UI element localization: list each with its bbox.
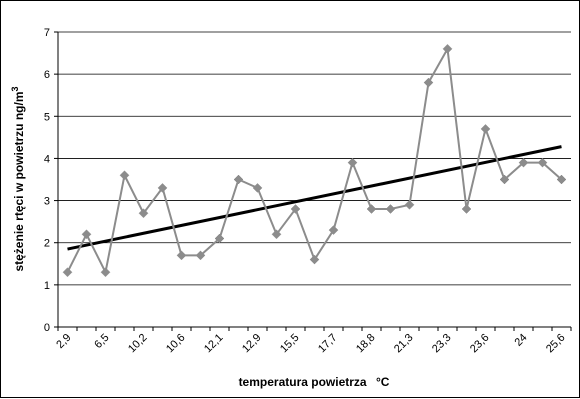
x-axis-label: temperatura powietrza (239, 375, 367, 389)
axis-layer (54, 31, 572, 331)
data-point-marker (138, 208, 149, 219)
data-point-marker (290, 204, 301, 214)
x-tick-label: 23,6 (468, 332, 492, 356)
y-tick-label: 7 (44, 27, 50, 39)
x-tick-label: 15,5 (278, 332, 302, 356)
x-axis-unit: °C (376, 375, 390, 389)
data-point-marker (404, 199, 415, 210)
x-tick-label: 12,9 (240, 332, 264, 356)
trendline (67, 145, 562, 251)
data-point-marker (366, 204, 377, 214)
data-point-marker (214, 233, 225, 244)
data-point-marker (62, 267, 73, 278)
x-tick-labels: 2,9 6,5 10,2 10,6 12,1 12,9 15,5 17,7 18,8 21,3 23… (54, 332, 567, 356)
data-point-marker (157, 183, 168, 193)
x-tick-label: 10,6 (164, 332, 188, 356)
x-tick-label: 6,5 (92, 332, 111, 351)
data-point-marker (442, 44, 453, 54)
data-point-marker (347, 157, 358, 168)
y-tick-label: 0 (44, 322, 50, 334)
data-point-marker (252, 183, 263, 193)
x-axis-title: temperatura powietrza °C (239, 375, 390, 389)
data-point-marker (480, 124, 491, 134)
x-tick-label: 2,9 (54, 332, 73, 351)
data-point-marker (328, 225, 339, 235)
x-tick-label: 17,7 (316, 332, 340, 356)
x-tick-label: 18,8 (354, 332, 378, 356)
data-point-marker (309, 254, 320, 265)
y-tick-label: 2 (44, 238, 50, 250)
x-tick-label: 23,3 (430, 332, 454, 356)
y-axis-label: stężenie rtęci w powietrzu ng/m (12, 91, 26, 271)
y-tick-label: 4 (44, 153, 50, 165)
data-point-marker (385, 204, 396, 214)
y-tick-label: 5 (44, 111, 50, 123)
grid-layer (58, 31, 571, 286)
x-tick-label: 21,3 (392, 332, 416, 356)
y-tick-label: 3 (44, 196, 50, 208)
data-point-marker (271, 229, 282, 240)
data-point-marker (119, 170, 130, 181)
data-point-marker (556, 174, 567, 185)
y-tick-label: 6 (44, 69, 50, 81)
data-point-marker (518, 157, 529, 168)
data-point-marker (423, 77, 434, 88)
data-point-marker (233, 174, 244, 185)
x-tick-label: 10,2 (126, 332, 150, 356)
data-point-marker (499, 174, 510, 185)
data-point-marker (195, 250, 206, 261)
y-tick-labels: 0 1 2 3 4 5 6 7 (44, 27, 50, 334)
series-layer (62, 44, 567, 278)
y-axis-superscript: 3 (10, 86, 20, 91)
x-tick-label: 12,1 (202, 332, 226, 356)
data-point-marker (461, 204, 472, 214)
x-tick-label: 25,6 (544, 332, 568, 356)
y-axis-title: stężenie rtęci w powietrzu ng/m3 (10, 86, 26, 271)
trendline-layer (67, 145, 562, 251)
data-point-marker (81, 229, 92, 240)
x-tick-label: 24 (512, 332, 529, 349)
data-point-marker (100, 267, 111, 278)
data-point-marker (537, 157, 548, 168)
y-tick-label: 1 (44, 280, 50, 292)
data-point-marker (176, 250, 187, 261)
